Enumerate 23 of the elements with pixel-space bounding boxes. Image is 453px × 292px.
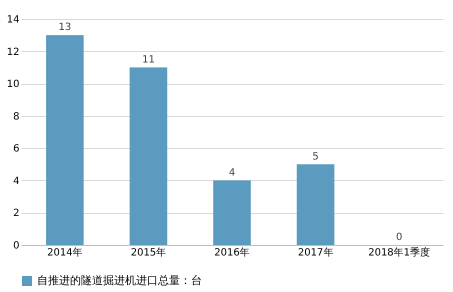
y-tick-label: 12 <box>6 46 20 58</box>
y-tick-label: 0 <box>13 240 20 252</box>
y-tick-label: 4 <box>13 176 20 187</box>
x-tick-label: 2014年 <box>47 246 83 258</box>
data-label: 4 <box>228 167 236 178</box>
data-label: 5 <box>312 151 319 162</box>
x-tick-label: 2017年 <box>298 246 334 258</box>
y-tick-label: 14 <box>6 14 20 26</box>
bar <box>213 180 251 245</box>
legend-label: 自推进的隧道掘进机进口总量：台 <box>37 274 202 287</box>
y-tick-label: 6 <box>13 144 20 155</box>
bar <box>130 67 168 245</box>
x-tick-label: 2018年1季度 <box>368 246 430 258</box>
y-tick-label: 2 <box>13 208 20 220</box>
x-tick-label: 2016年 <box>214 246 250 258</box>
bar <box>46 35 84 245</box>
y-tick-label: 8 <box>13 111 20 122</box>
y-tick-label: 10 <box>6 79 20 90</box>
bar <box>296 164 334 245</box>
x-tick-label: 2015年 <box>130 246 166 258</box>
data-label: 11 <box>142 54 155 66</box>
data-label: 0 <box>396 232 402 243</box>
data-label: 13 <box>58 22 72 34</box>
